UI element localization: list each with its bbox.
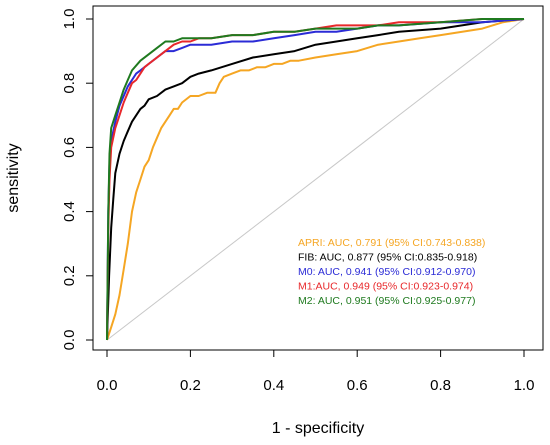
roc-curve-apri [106, 18, 525, 341]
x-tick-label: 1.0 [514, 377, 535, 394]
series-layer [106, 18, 525, 341]
roc-curve-m2 [106, 18, 524, 341]
y-axis: 0.0 0.2 0.4 0.6 0.8 1.0 [61, 9, 94, 351]
legend-entry-fib: FIB: AUC, 0.877 (95% CI:0.835-0.918) [298, 252, 477, 264]
roc-curve-fib [106, 18, 525, 341]
x-tick-label: 0.8 [430, 377, 451, 394]
legend-entry-m1: M1:AUC, 0.949 (95% CI:0.923-0.974) [298, 281, 473, 293]
y-tick-label: 1.0 [61, 9, 78, 30]
x-tick-label: 0.0 [97, 377, 118, 394]
y-axis-label: sensitivity [5, 143, 22, 212]
legend-entry-m2: M2: AUC, 0.951 (95% CI:0.925-0.977) [298, 295, 475, 307]
x-tick-label: 0.4 [263, 377, 284, 394]
x-tick-label: 0.6 [347, 377, 368, 394]
y-tick-label: 0.8 [61, 73, 78, 94]
legend-entry-m0: M0: AUC, 0.941 (95% CI:0.912-0.970) [298, 266, 475, 278]
roc-curve-m1 [106, 18, 524, 341]
y-tick-label: 0.4 [61, 201, 78, 222]
y-tick-label: 0.2 [61, 265, 78, 286]
y-tick-label: 0.6 [61, 137, 78, 158]
x-axis: 0.0 0.2 0.4 0.6 0.8 1.0 [97, 349, 535, 394]
x-tick-label: 0.2 [180, 377, 201, 394]
x-axis-label: 1 - specificity [272, 420, 364, 437]
legend-entry-apri: APRI: AUC, 0.791 (95% CI:0.743-0.838) [298, 237, 485, 249]
legend: APRI: AUC, 0.791 (95% CI:0.743-0.838) FIB… [298, 237, 485, 307]
reference-diagonal [106, 18, 525, 341]
y-tick-label: 0.0 [61, 330, 78, 351]
